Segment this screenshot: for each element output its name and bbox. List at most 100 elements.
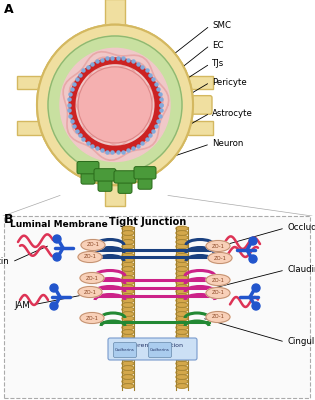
Ellipse shape [176,294,188,298]
Ellipse shape [176,361,188,366]
FancyBboxPatch shape [81,166,95,184]
FancyBboxPatch shape [113,342,136,358]
Ellipse shape [80,272,104,284]
Ellipse shape [122,271,134,276]
Text: ZO-1: ZO-1 [83,254,96,260]
Text: Tight Junction: Tight Junction [109,217,186,227]
Ellipse shape [176,303,188,307]
Ellipse shape [122,253,134,258]
Circle shape [53,253,61,261]
Ellipse shape [122,370,134,375]
Ellipse shape [122,366,134,370]
Text: ZO-1: ZO-1 [211,290,225,296]
Text: JAM: JAM [14,300,30,310]
Text: ZO-1: ZO-1 [85,276,99,280]
Ellipse shape [176,325,188,330]
Text: Cingulin: Cingulin [287,338,315,346]
Ellipse shape [122,325,134,330]
Ellipse shape [122,361,134,366]
Ellipse shape [176,267,188,271]
Bar [188,76,213,90]
Text: Luminal Membrane: Luminal Membrane [10,220,108,229]
Text: B: B [4,213,14,226]
Ellipse shape [122,330,134,334]
Circle shape [60,48,170,162]
Bar [105,0,125,30]
Ellipse shape [176,244,188,249]
Ellipse shape [206,240,230,252]
Ellipse shape [176,366,188,370]
Ellipse shape [176,285,188,289]
Ellipse shape [176,249,188,253]
FancyBboxPatch shape [148,342,171,358]
Circle shape [37,25,193,185]
Ellipse shape [122,280,134,285]
Text: Neuron: Neuron [212,140,243,148]
Ellipse shape [122,226,134,231]
Text: Occludin: Occludin [287,224,315,232]
FancyBboxPatch shape [114,171,136,183]
Text: ZO-1: ZO-1 [211,314,225,320]
Circle shape [50,302,58,310]
Ellipse shape [176,312,188,316]
Text: SMC: SMC [212,21,231,30]
Ellipse shape [206,312,230,322]
Ellipse shape [176,321,188,325]
Circle shape [249,255,257,263]
Ellipse shape [122,294,134,298]
Ellipse shape [81,240,105,250]
Ellipse shape [176,348,188,352]
Text: ZO-1: ZO-1 [211,278,225,282]
Ellipse shape [176,370,188,375]
Ellipse shape [122,231,134,235]
Ellipse shape [176,258,188,262]
Ellipse shape [176,235,188,240]
Ellipse shape [122,285,134,289]
Circle shape [48,36,182,174]
Bar [17,76,42,90]
Circle shape [252,302,260,310]
FancyBboxPatch shape [77,162,99,174]
Ellipse shape [122,312,134,316]
Ellipse shape [122,339,134,343]
Ellipse shape [122,307,134,312]
Text: Claudin: Claudin [287,266,315,274]
Bar [188,121,213,135]
Text: Pericyte: Pericyte [212,78,247,87]
FancyBboxPatch shape [138,171,152,189]
Ellipse shape [122,303,134,307]
Ellipse shape [122,298,134,303]
Ellipse shape [122,276,134,280]
Text: ZO-1: ZO-1 [211,244,225,248]
Text: ZO-1: ZO-1 [83,290,96,294]
Circle shape [37,25,193,185]
Text: Cadherins: Cadherins [150,348,170,352]
Ellipse shape [176,298,188,303]
Ellipse shape [176,330,188,334]
Ellipse shape [122,343,134,348]
FancyBboxPatch shape [98,173,112,191]
Text: TJs: TJs [212,59,224,68]
Ellipse shape [80,312,104,324]
Ellipse shape [176,379,188,384]
Text: Astrocyte: Astrocyte [212,109,253,118]
Text: Cadherins: Cadherins [115,348,135,352]
Text: A: A [4,3,14,16]
Ellipse shape [78,286,102,298]
FancyBboxPatch shape [118,175,132,193]
Ellipse shape [176,289,188,294]
Ellipse shape [176,375,188,379]
Ellipse shape [122,375,134,379]
FancyBboxPatch shape [108,338,197,360]
FancyBboxPatch shape [4,216,310,398]
Ellipse shape [122,384,134,388]
Ellipse shape [176,307,188,312]
Circle shape [53,235,61,243]
Text: Actin: Actin [0,258,10,266]
Bar [17,121,42,135]
Ellipse shape [78,252,102,262]
Ellipse shape [176,240,188,244]
Ellipse shape [122,240,134,244]
Ellipse shape [206,288,230,298]
FancyBboxPatch shape [134,167,156,179]
